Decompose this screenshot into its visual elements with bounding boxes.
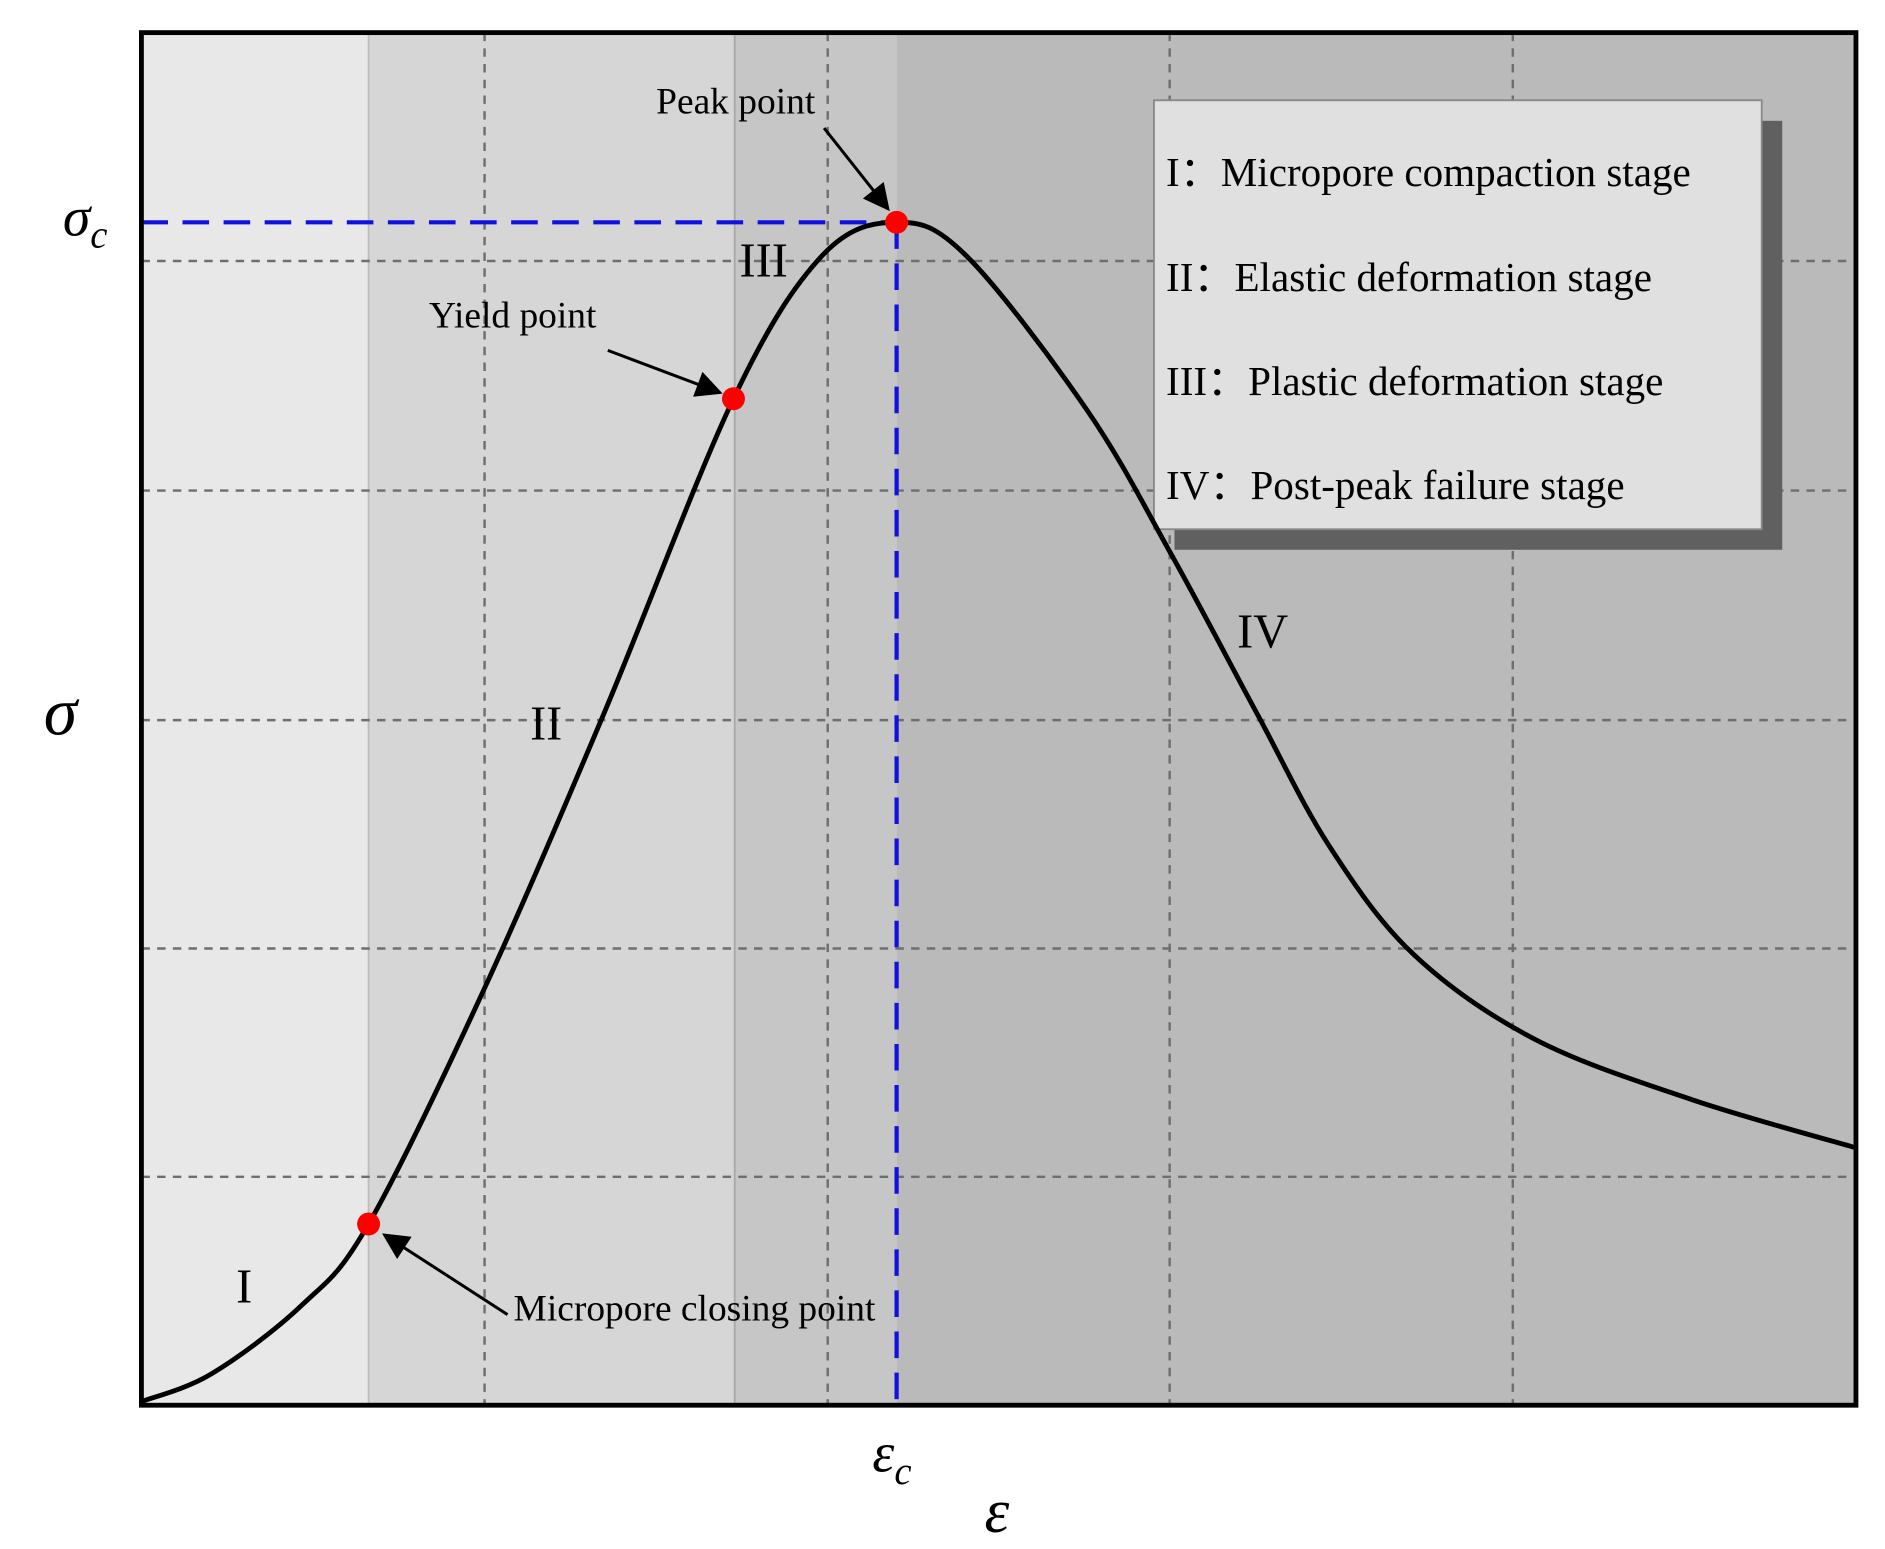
stage-label: II — [530, 697, 562, 750]
symbol: σ — [63, 187, 93, 249]
legend-entry: I：Micropore compaction stage — [1166, 149, 1691, 195]
subscript: c — [90, 215, 107, 257]
grid — [141, 32, 1856, 1406]
plot-frame — [139, 30, 1859, 1408]
annotation: Micropore closing point — [514, 1289, 876, 1330]
legend-entry: III：Plastic deformation stage — [1166, 358, 1663, 404]
peak-stress-label: σc — [63, 187, 108, 257]
annotation-arrow — [607, 348, 723, 397]
annotation-arrow — [382, 1233, 509, 1316]
legend-entry: IV：Post-peak failure stage — [1166, 462, 1625, 508]
legend-entry: II：Elastic deformation stage — [1166, 254, 1652, 300]
peak-point — [885, 210, 909, 234]
annotation: Yield point — [429, 295, 597, 336]
stress-strain-curve — [140, 219, 1857, 1404]
stage-label: IV — [1237, 606, 1288, 659]
annotation-arrow — [822, 127, 890, 212]
subscript: c — [894, 1451, 911, 1493]
region-i — [141, 32, 369, 1406]
legend-box — [1153, 99, 1763, 531]
stage-label: I — [236, 1261, 252, 1314]
stage-label: III — [740, 235, 788, 288]
peak-strain-label: εc — [872, 1423, 911, 1493]
yield-point — [721, 387, 745, 411]
x-axis-label: ε — [984, 1476, 1009, 1546]
closing-point — [357, 1212, 381, 1236]
symbol: ε — [872, 1423, 894, 1485]
y-axis-label: σ — [44, 675, 80, 750]
annotation: Peak point — [656, 82, 816, 123]
